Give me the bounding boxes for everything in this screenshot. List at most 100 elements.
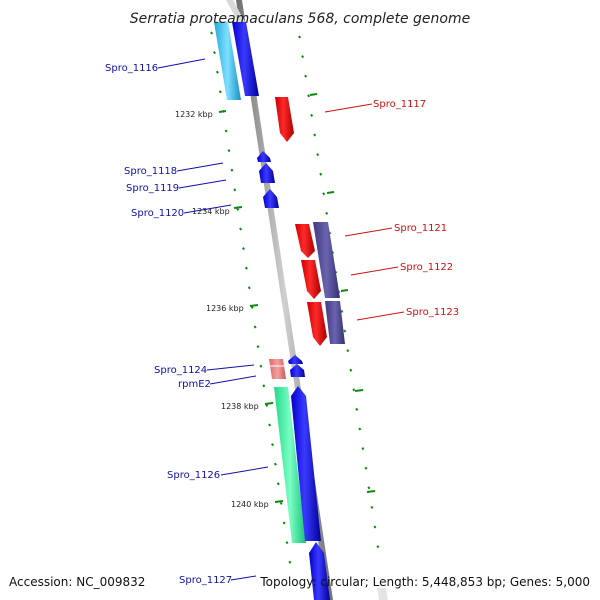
right-track-dot-16 [346, 349, 350, 353]
left-track-dot-13 [247, 286, 251, 290]
gene-spro-1117[interactable] [275, 97, 294, 142]
gene-spro-1121[interactable] [295, 224, 315, 258]
accession-text: Accession: NC_009832 [9, 575, 145, 589]
left-track-dot-3 [218, 90, 222, 94]
leader-spro-1122 [350, 266, 399, 276]
gene-spro-1127[interactable] [309, 542, 330, 600]
left-track-dot-10 [239, 227, 243, 231]
kbp-scale: 1232 kbp 1234 kbp 1236 kbp 1238 kbp 1240… [175, 93, 376, 509]
gene-spro-1118[interactable] [257, 151, 271, 162]
label-spro-1121[interactable]: Spro_1121 [394, 223, 447, 234]
gene-spro-1122[interactable] [301, 260, 321, 299]
tick-mark-1236 [249, 304, 259, 307]
tick-mark-right-2 [326, 191, 335, 194]
tick-mark-right-1 [309, 93, 318, 96]
leader-spro-1120 [183, 204, 232, 214]
leader-spro-1123 [356, 311, 405, 321]
tick-label-1240: 1240 kbp [231, 500, 269, 509]
right-track-dot-22 [364, 466, 368, 470]
page-title: Serratia proteamaculans 568, complete ge… [130, 11, 470, 27]
left-track-dot-16 [256, 345, 260, 349]
label-spro-1124[interactable]: Spro_1124 [154, 365, 207, 376]
right-track-dot-14 [340, 309, 344, 313]
right-track-dot-21 [361, 447, 365, 451]
tick-mark-right-5 [366, 490, 376, 493]
right-track-dot-4 [310, 113, 314, 117]
tick-mark-1238 [264, 402, 274, 405]
left-track-dot-11 [242, 247, 245, 251]
right-track-dot-2 [304, 74, 308, 78]
right-track-dot-3 [307, 94, 311, 98]
gene-features [214, 22, 345, 600]
right-track-dot-5 [313, 133, 317, 137]
left-track-dot-7 [230, 168, 234, 172]
label-spro-1123[interactable]: Spro_1123 [406, 307, 459, 318]
tick-label-1234: 1234 kbp [192, 207, 230, 216]
right-track-dot-17 [349, 368, 353, 372]
gene-spro-1121-operon[interactable] [313, 222, 340, 298]
leader-spro-1116 [157, 58, 206, 69]
gene-spro-1116[interactable] [232, 22, 259, 96]
label-spro-1126[interactable]: Spro_1126 [167, 470, 220, 481]
gene-rpme2-top[interactable] [288, 355, 303, 364]
right-track-dot-25 [373, 525, 377, 529]
leader-spro-1121 [344, 227, 393, 237]
label-leaders [157, 58, 405, 581]
gene-labels: Spro_1116 Spro_1117 Spro_1118 Spro_1119 … [105, 63, 459, 586]
right-track-dot-1 [301, 55, 305, 59]
gene-spro-1126[interactable] [291, 386, 321, 541]
left-track-dot-17 [259, 364, 263, 368]
left-track-dot-15 [253, 325, 257, 329]
left-track-dot-9 [236, 207, 240, 211]
left-track-dot-6 [227, 149, 231, 153]
gene-spro-1124[interactable] [269, 359, 286, 379]
leader-spro-1118 [176, 162, 224, 172]
tick-track-right [298, 35, 380, 549]
left-track-dot-25 [282, 521, 286, 525]
left-track-dot-23 [276, 482, 280, 486]
tick-mark-1240 [274, 500, 284, 503]
label-spro-1127[interactable]: Spro_1127 [179, 575, 232, 586]
left-track-dot-24 [279, 501, 283, 505]
leader-spro-1117 [324, 103, 373, 113]
leader-rpme2 [209, 375, 257, 385]
label-spro-1118[interactable]: Spro_1118 [124, 166, 177, 177]
left-track-dot-12 [244, 266, 248, 270]
label-spro-1117[interactable]: Spro_1117 [373, 99, 426, 110]
tick-mark-right-4 [354, 389, 364, 392]
gene-spro-1120[interactable] [263, 189, 279, 208]
tick-label-1236: 1236 kbp [206, 304, 244, 313]
gene-spro-1126-cds[interactable] [274, 387, 306, 543]
leader-spro-1126 [220, 466, 269, 476]
gene-spro-1123-operon[interactable] [325, 301, 345, 344]
gene-spro-1119[interactable] [259, 163, 275, 183]
label-rpme2[interactable]: rpmE2 [178, 379, 211, 390]
left-track-dot-21 [271, 443, 274, 447]
label-spro-1116[interactable]: Spro_1116 [105, 63, 158, 74]
gene-spro-1116-cds[interactable] [214, 22, 241, 100]
left-track-dot-18 [262, 384, 266, 388]
right-track-dot-6 [316, 153, 320, 157]
right-track-dot-19 [355, 407, 359, 411]
tick-label-1238: 1238 kbp [221, 402, 259, 411]
left-track-dot-22 [273, 462, 277, 466]
topology-text: Topology: circular; Length: 5,448,853 bp… [259, 575, 590, 589]
right-track-dot-0 [298, 35, 302, 39]
tick-mark-1232 [218, 110, 227, 113]
left-track-dot-26 [285, 541, 289, 545]
right-track-dot-9 [325, 211, 329, 215]
tick-mark-right-3 [340, 289, 349, 292]
label-spro-1119[interactable]: Spro_1119 [126, 183, 179, 194]
label-spro-1122[interactable]: Spro_1122 [400, 262, 453, 273]
right-track-dot-15 [343, 329, 347, 333]
gene-spro-1123[interactable] [307, 302, 327, 346]
left-track-dot-2 [215, 70, 219, 74]
label-spro-1120[interactable]: Spro_1120 [131, 208, 184, 219]
right-track-dot-7 [319, 172, 323, 176]
right-track-dot-24 [370, 505, 374, 509]
left-track-dot-8 [233, 188, 237, 192]
tick-mark-1234 [233, 206, 243, 209]
gene-rpme2[interactable] [290, 364, 305, 377]
leader-spro-1124 [206, 364, 255, 371]
